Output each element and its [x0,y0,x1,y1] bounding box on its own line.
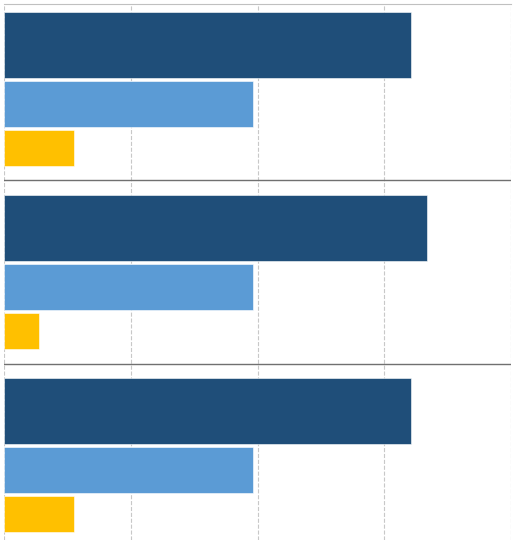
Bar [4,447,253,493]
Bar [4,13,411,77]
Bar [4,130,75,165]
Bar [4,81,253,127]
Bar [4,379,411,444]
Bar [4,195,426,261]
Bar [4,264,253,310]
Bar [4,496,75,531]
Bar [4,313,39,349]
